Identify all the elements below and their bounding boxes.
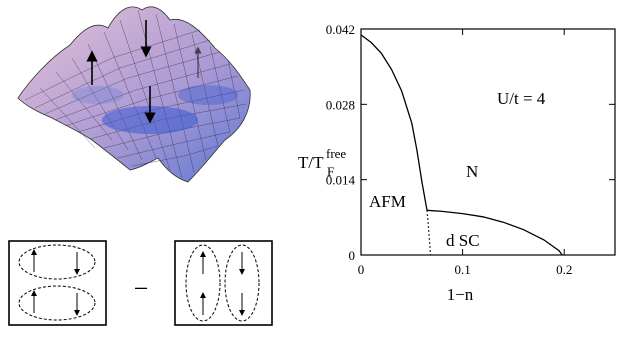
singlet-bond-horizontal <box>18 285 96 321</box>
y-axis-label-main: T/T <box>298 153 324 172</box>
x-axis-label: 1−n <box>447 285 474 304</box>
x-tick-label: 0.2 <box>556 262 572 277</box>
y-ticks: 0 0.014 0.028 0.042 <box>326 22 615 263</box>
y-tick-label: 0.028 <box>326 97 355 112</box>
x-tick-label: 0.1 <box>454 262 470 277</box>
pairing-diagram: − <box>8 240 273 326</box>
surface-shade <box>72 86 124 104</box>
surface-illustration <box>17 6 251 183</box>
y-axis-label: T/T <box>298 153 324 172</box>
y-tick-label: 0.014 <box>326 173 356 188</box>
surface-shape <box>17 6 251 183</box>
plot-frame <box>360 28 616 256</box>
y-tick-label: 0.042 <box>326 22 355 37</box>
phase-boundary-line <box>360 34 428 211</box>
pairing-operator: − <box>134 274 149 303</box>
phase-boundaries <box>360 34 563 256</box>
singlet-bond-horizontal <box>18 244 96 280</box>
pairing-box-right <box>174 240 273 326</box>
phase-boundary-dotted <box>426 210 432 256</box>
x-ticks: 0 0.1 0.2 <box>358 29 572 277</box>
surface-mesh <box>24 9 247 179</box>
afm-phase-label: AFM <box>369 192 406 211</box>
phase-boundary-line <box>426 209 563 256</box>
pairing-box-left <box>8 240 107 326</box>
singlet-bond-vertical <box>224 244 260 322</box>
y-tick-label: 0 <box>349 248 356 263</box>
normal-phase-label: N <box>466 162 478 181</box>
x-tick-label: 0 <box>358 262 365 277</box>
y-axis-label-subscript: F <box>327 164 334 179</box>
y-axis-label-superscript: free <box>326 146 346 161</box>
parameter-label: U/t = 4 <box>497 89 546 108</box>
surface-shade <box>178 85 238 105</box>
dsc-phase-label: d SC <box>446 231 480 250</box>
singlet-bond-vertical <box>185 244 221 322</box>
